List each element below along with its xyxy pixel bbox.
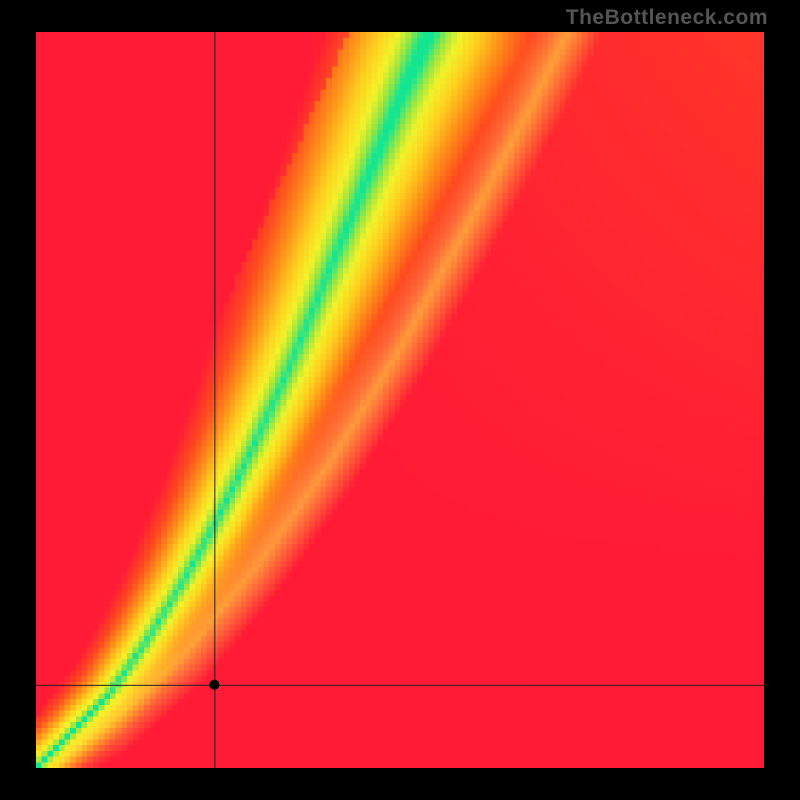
watermark-text: TheBottleneck.com bbox=[566, 6, 768, 30]
crosshair-overlay bbox=[36, 32, 764, 768]
heatmap-plot bbox=[36, 32, 764, 768]
